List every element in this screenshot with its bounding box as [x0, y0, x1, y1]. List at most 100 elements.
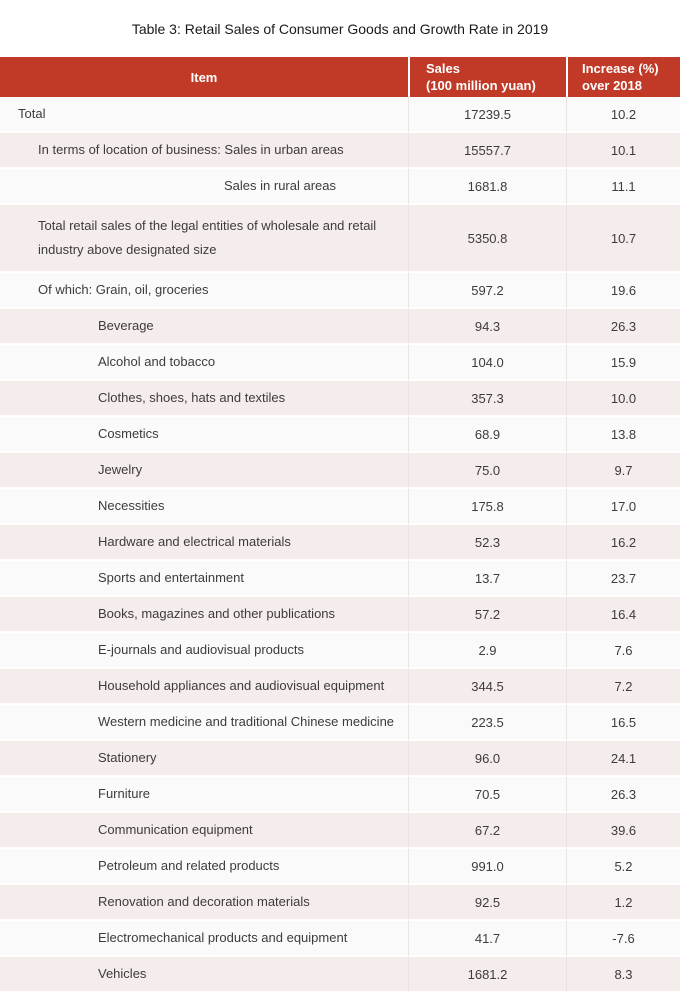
table-row: Alcohol and tobacco 104.0 15.9	[0, 345, 680, 381]
increase-value-cell: 7.6	[566, 633, 680, 669]
increase-value-cell: 8.3	[566, 957, 680, 992]
sales-value-cell: 67.2	[408, 813, 566, 849]
sales-value-cell: 68.9	[408, 417, 566, 453]
sales-value-cell: 991.0	[408, 849, 566, 885]
item-cell: Total retail sales of the legal entities…	[0, 205, 408, 273]
item-cell: Petroleum and related products	[0, 849, 408, 885]
sales-value-cell: 52.3	[408, 525, 566, 561]
table-row: Books, magazines and other publications 5…	[0, 597, 680, 633]
item-cell: Vehicles	[0, 957, 408, 992]
sales-value-cell: 597.2	[408, 273, 566, 309]
table-row: Furniture 70.5 26.3	[0, 777, 680, 813]
increase-value-cell: 10.0	[566, 381, 680, 417]
table-row: Electromechanical products and equipment…	[0, 921, 680, 957]
sales-value-cell: 223.5	[408, 705, 566, 741]
increase-value-cell: 16.5	[566, 705, 680, 741]
item-cell: Clothes, shoes, hats and textiles	[0, 381, 408, 417]
increase-value-cell: 26.3	[566, 777, 680, 813]
col-header-item: Item	[0, 57, 408, 97]
increase-value-cell: 9.7	[566, 453, 680, 489]
item-cell: Sales in rural areas	[0, 169, 408, 205]
table-body: Total 17239.5 10.2 In terms of location of …	[0, 97, 680, 992]
retail-sales-table: Item Sales (100 million yuan) Increase (…	[0, 57, 680, 992]
table-row: Jewelry 75.0 9.7	[0, 453, 680, 489]
sales-value-cell: 104.0	[408, 345, 566, 381]
item-cell: E-journals and audiovisual products	[0, 633, 408, 669]
increase-value-cell: 23.7	[566, 561, 680, 597]
increase-value-cell: 16.2	[566, 525, 680, 561]
increase-value-cell: 11.1	[566, 169, 680, 205]
sales-value-cell: 2.9	[408, 633, 566, 669]
table-row: Communication equipment 67.2 39.6	[0, 813, 680, 849]
col-header-increase: Increase (%) over 2018	[566, 57, 680, 97]
item-cell: Western medicine and traditional Chinese…	[0, 705, 408, 741]
item-cell: Electromechanical products and equipment	[0, 921, 408, 957]
table-row: Clothes, shoes, hats and textiles 357.3 10…	[0, 381, 680, 417]
increase-value-cell: 1.2	[566, 885, 680, 921]
increase-value-cell: 24.1	[566, 741, 680, 777]
item-cell: Communication equipment	[0, 813, 408, 849]
sales-value-cell: 75.0	[408, 453, 566, 489]
table-row: Renovation and decoration materials 92.5 1…	[0, 885, 680, 921]
increase-value-cell: 39.6	[566, 813, 680, 849]
sales-value-cell: 357.3	[408, 381, 566, 417]
table-row: Sales in rural areas 1681.8 11.1	[0, 169, 680, 205]
sales-value-cell: 57.2	[408, 597, 566, 633]
increase-value-cell: 19.6	[566, 273, 680, 309]
sales-value-cell: 1681.8	[408, 169, 566, 205]
table-row: Western medicine and traditional Chinese…	[0, 705, 680, 741]
sales-value-cell: 17239.5	[408, 97, 566, 133]
increase-value-cell: 5.2	[566, 849, 680, 885]
table-row: E-journals and audiovisual products 2.9 7.…	[0, 633, 680, 669]
item-cell: Books, magazines and other publications	[0, 597, 408, 633]
item-cell: Necessities	[0, 489, 408, 525]
increase-value-cell: 26.3	[566, 309, 680, 345]
table-row: Of which: Grain, oil, groceries 597.2 19.6	[0, 273, 680, 309]
sales-value-cell: 15557.7	[408, 133, 566, 169]
item-cell: Total	[0, 97, 408, 133]
table-title: Table 3: Retail Sales of Consumer Goods …	[131, 20, 549, 37]
increase-value-cell: 10.7	[566, 205, 680, 273]
sales-value-cell: 1681.2	[408, 957, 566, 992]
table-row: Sports and entertainment 13.7 23.7	[0, 561, 680, 597]
sales-value-cell: 344.5	[408, 669, 566, 705]
item-cell: Jewelry	[0, 453, 408, 489]
increase-value-cell: 10.1	[566, 133, 680, 169]
item-cell: Household appliances and audiovisual equ…	[0, 669, 408, 705]
sales-value-cell: 13.7	[408, 561, 566, 597]
item-cell: Hardware and electrical materials	[0, 525, 408, 561]
col-header-sales: Sales (100 million yuan)	[408, 57, 566, 97]
sales-value-cell: 94.3	[408, 309, 566, 345]
increase-value-cell: 7.2	[566, 669, 680, 705]
increase-value-cell: 13.8	[566, 417, 680, 453]
sales-value-cell: 92.5	[408, 885, 566, 921]
increase-value-cell: -7.6	[566, 921, 680, 957]
increase-value-cell: 10.2	[566, 97, 680, 133]
increase-value-cell: 16.4	[566, 597, 680, 633]
table-row: Vehicles 1681.2 8.3	[0, 957, 680, 992]
table-row: Total 17239.5 10.2	[0, 97, 680, 133]
item-cell: Cosmetics	[0, 417, 408, 453]
sales-value-cell: 41.7	[408, 921, 566, 957]
sales-value-cell: 175.8	[408, 489, 566, 525]
table-row: Necessities 175.8 17.0	[0, 489, 680, 525]
sales-value-cell: 70.5	[408, 777, 566, 813]
item-cell: Of which: Grain, oil, groceries	[0, 273, 408, 309]
item-cell: Alcohol and tobacco	[0, 345, 408, 381]
item-cell: Beverage	[0, 309, 408, 345]
sales-value-cell: 96.0	[408, 741, 566, 777]
item-cell: Stationery	[0, 741, 408, 777]
table-row: Stationery 96.0 24.1	[0, 741, 680, 777]
increase-value-cell: 15.9	[566, 345, 680, 381]
table-row: In terms of location of business: Sales …	[0, 133, 680, 169]
table-row: Household appliances and audiovisual equ…	[0, 669, 680, 705]
item-cell: Furniture	[0, 777, 408, 813]
increase-value-cell: 17.0	[566, 489, 680, 525]
item-cell: In terms of location of business: Sales …	[0, 133, 408, 169]
sales-value-cell: 5350.8	[408, 205, 566, 273]
table-row: Total retail sales of the legal entities…	[0, 205, 680, 273]
table-row: Cosmetics 68.9 13.8	[0, 417, 680, 453]
table-row: Beverage 94.3 26.3	[0, 309, 680, 345]
header-row: Item Sales (100 million yuan) Increase (…	[0, 57, 680, 97]
